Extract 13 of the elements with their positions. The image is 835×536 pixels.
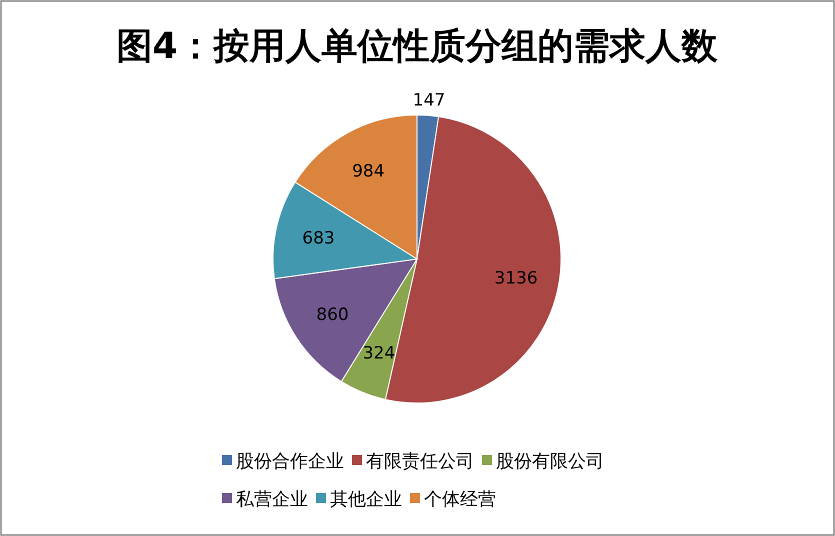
chart-title: 图4：按用人单位性质分组的需求人数 bbox=[116, 26, 719, 67]
legend-label: 私营企业 bbox=[236, 489, 308, 510]
data-label: 984 bbox=[352, 162, 385, 182]
legend-label: 股份合作企业 bbox=[236, 451, 344, 472]
data-label: 324 bbox=[362, 343, 396, 364]
legend-label: 其他企业 bbox=[330, 489, 402, 510]
data-label: 3136 bbox=[494, 268, 538, 289]
legend-label: 股份有限公司 bbox=[496, 451, 604, 472]
data-label: 147 bbox=[412, 90, 446, 110]
data-label: 683 bbox=[302, 228, 335, 249]
legend-label: 有限责任公司 bbox=[366, 451, 474, 472]
legend-label: 个体经营 bbox=[424, 489, 496, 510]
data-label: 860 bbox=[316, 305, 349, 326]
